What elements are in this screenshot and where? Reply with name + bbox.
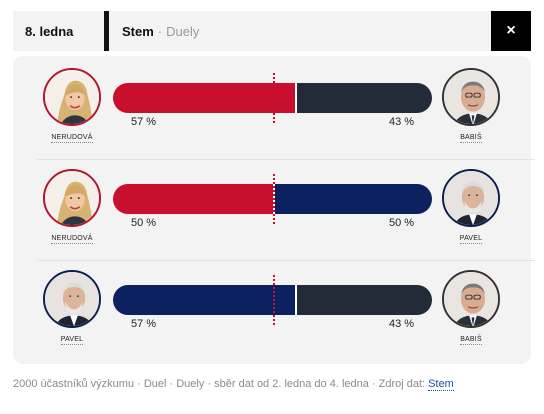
percent-right: 50 %	[389, 217, 415, 229]
duel-bar	[113, 83, 432, 113]
percent-right: 43 %	[389, 318, 415, 330]
candidate-name: NERUDOVÁ	[51, 235, 93, 244]
majority-line	[273, 275, 275, 325]
footer-note: 2000 účastníků výzkumu · Duel · Duely · …	[13, 378, 454, 391]
candidate-left: NERUDOVÁ	[37, 68, 107, 144]
candidate-right: PAVEL	[436, 169, 506, 245]
date-label: 8. ledna	[25, 23, 74, 39]
header-title: Stem · Duely	[109, 11, 491, 51]
bar-segment-left	[113, 285, 295, 315]
percent-left: 57 %	[131, 318, 157, 330]
close-button[interactable]: ×	[491, 11, 531, 51]
candidate-right: BABIŠ	[436, 270, 506, 346]
bar-segment-left	[113, 184, 273, 214]
avatar	[43, 68, 101, 126]
poll-type: Duely	[166, 23, 200, 39]
bar-segment-left	[113, 83, 295, 113]
source-link[interactable]: Stem	[428, 378, 454, 391]
majority-line	[273, 73, 275, 123]
candidate-left: NERUDOVÁ	[37, 169, 107, 245]
duel-row: NERUDOVÁ BABIŠ 57 % 43 %	[13, 66, 531, 166]
avatar	[442, 270, 500, 328]
candidate-name: BABIŠ	[460, 336, 482, 345]
bar-segment-right	[295, 285, 432, 315]
duel-bar	[113, 184, 432, 214]
bar-segment-right	[295, 83, 432, 113]
row-divider	[37, 159, 535, 160]
pollster-name: Stem	[122, 23, 154, 39]
close-icon: ×	[506, 22, 516, 39]
percent-right: 43 %	[389, 116, 415, 128]
avatar	[442, 169, 500, 227]
candidate-name: PAVEL	[60, 336, 84, 345]
candidate-name: PAVEL	[459, 235, 483, 244]
duel-row: NERUDOVÁ PAVEL 50 % 50 %	[13, 167, 531, 267]
row-divider	[37, 260, 535, 261]
title-separator: ·	[157, 23, 163, 39]
popup-header: 8. ledna Stem · Duely ×	[13, 11, 531, 51]
majority-line	[273, 174, 275, 224]
duels-card: NERUDOVÁ BABIŠ 57 % 43 % NERUDOVÁ PAVEL 50 % 50…	[13, 56, 535, 364]
avatar	[43, 169, 101, 227]
percent-left: 50 %	[131, 217, 157, 229]
avatar	[43, 270, 101, 328]
duel-row: PAVEL BABIŠ 57 % 43 %	[13, 268, 531, 368]
footer-text: 2000 účastníků výzkumu · Duel · Duely · …	[13, 378, 429, 390]
percent-left: 57 %	[131, 116, 157, 128]
avatar	[442, 68, 500, 126]
candidate-left: PAVEL	[37, 270, 107, 346]
duel-bar	[113, 285, 432, 315]
candidate-name: NERUDOVÁ	[51, 134, 93, 143]
header-divider	[104, 11, 109, 51]
candidate-name: BABIŠ	[460, 134, 482, 143]
candidate-right: BABIŠ	[436, 68, 506, 144]
bar-segment-right	[273, 184, 432, 214]
